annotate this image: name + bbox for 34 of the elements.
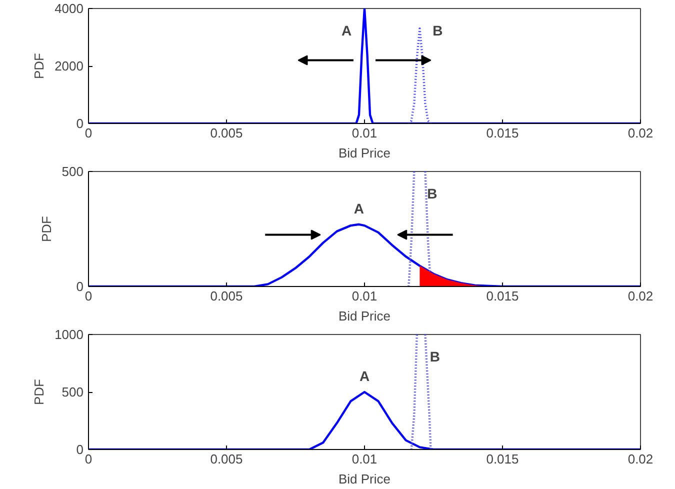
x-tick-label: 0.005	[210, 126, 243, 140]
y-tick-label: 500	[62, 164, 84, 179]
x-tick-label: 0.01	[352, 452, 378, 466]
y-tick-label: 0	[76, 279, 84, 294]
y-axis-title: PDF	[32, 378, 47, 405]
x-tick-label: 0.02	[628, 452, 654, 466]
y-axis-title: PDF	[32, 52, 47, 79]
x-axis-title: Bid Price	[338, 146, 391, 160]
x-tick-label: 0.005	[210, 288, 243, 304]
annotation: A	[359, 368, 370, 384]
annotation: B	[432, 22, 443, 38]
y-tick-label: 0	[76, 442, 84, 457]
annotation: A	[341, 22, 352, 38]
y-tick-label: 0	[76, 116, 84, 131]
y-tick-label: 500	[62, 384, 84, 400]
x-tick-label: 0.01	[352, 126, 378, 140]
line-series	[88, 8, 640, 124]
annotation: B	[427, 186, 438, 202]
x-tick-label: 0.015	[486, 126, 519, 140]
y-tick-label: 1000	[54, 327, 84, 342]
x-tick-label: 0.01	[352, 288, 378, 304]
annotation: A	[354, 200, 364, 216]
y-tick-label: 4000	[54, 1, 84, 16]
x-tick-label: 0.015	[486, 452, 519, 466]
line-series	[408, 28, 432, 124]
x-tick-label: 0.02	[628, 288, 654, 304]
y-tick-label: 2000	[54, 58, 84, 74]
y-axis-title: PDF	[38, 216, 54, 242]
x-tick-label: 0.015	[486, 288, 519, 304]
x-axis-title: Bid Price	[338, 472, 391, 486]
x-tick-label: 0.005	[210, 452, 243, 466]
x-tick-label: 0.02	[628, 126, 654, 140]
x-axis-title: Bid Price	[338, 308, 391, 324]
annotation: B	[430, 348, 440, 364]
